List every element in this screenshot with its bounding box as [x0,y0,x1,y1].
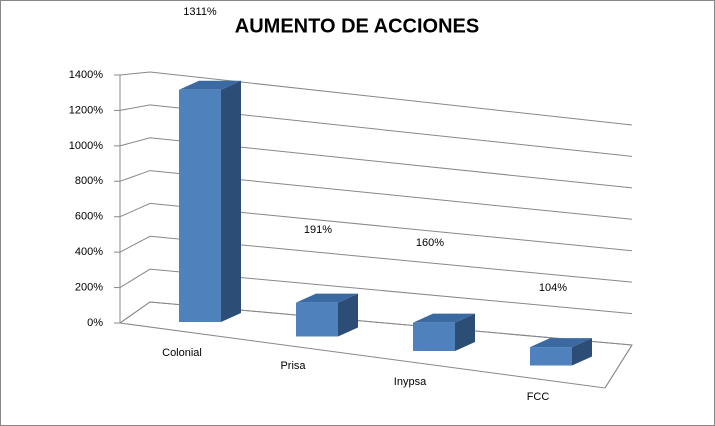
back-right-edge [604,344,633,389]
bar-side [338,293,358,337]
x-tick-label: Colonial [162,347,202,359]
y-tick-label: 1400% [69,69,103,81]
bar-top [179,80,241,90]
y-tick-label: 600% [75,211,103,223]
data-label: 1311% [183,6,217,18]
bar-side [455,313,475,351]
x-tick-label: Inypsa [394,376,427,388]
bar-top [530,338,592,348]
bar [530,347,572,366]
y-tick-label: 1200% [69,104,103,116]
bar-top [413,313,475,323]
grid-line [119,202,633,252]
chart-title: AUMENTO DE ACCIONES [235,15,479,37]
x-tick-label: Prisa [280,360,306,372]
y-tick-label: 200% [75,281,103,293]
data-label: 104% [539,282,567,294]
y-tick-label: 1000% [69,140,103,152]
bar [179,89,221,322]
grid-line [119,235,633,283]
bar-side [221,80,241,322]
y-tick-label: 800% [75,175,103,187]
grid-line [119,71,633,126]
data-label: 160% [416,237,444,249]
grid-line [119,104,633,157]
grid-line [119,170,633,220]
grid-line [119,137,633,189]
bar [296,302,338,337]
data-label: 191% [304,224,332,236]
grid-line [119,268,633,315]
x-tick-label: FCC [527,391,550,403]
bar [413,322,455,351]
y-tick-label: 400% [75,246,103,258]
bar-top [296,293,358,303]
bar-side [572,338,592,366]
y-tick-label: 0% [87,317,103,329]
